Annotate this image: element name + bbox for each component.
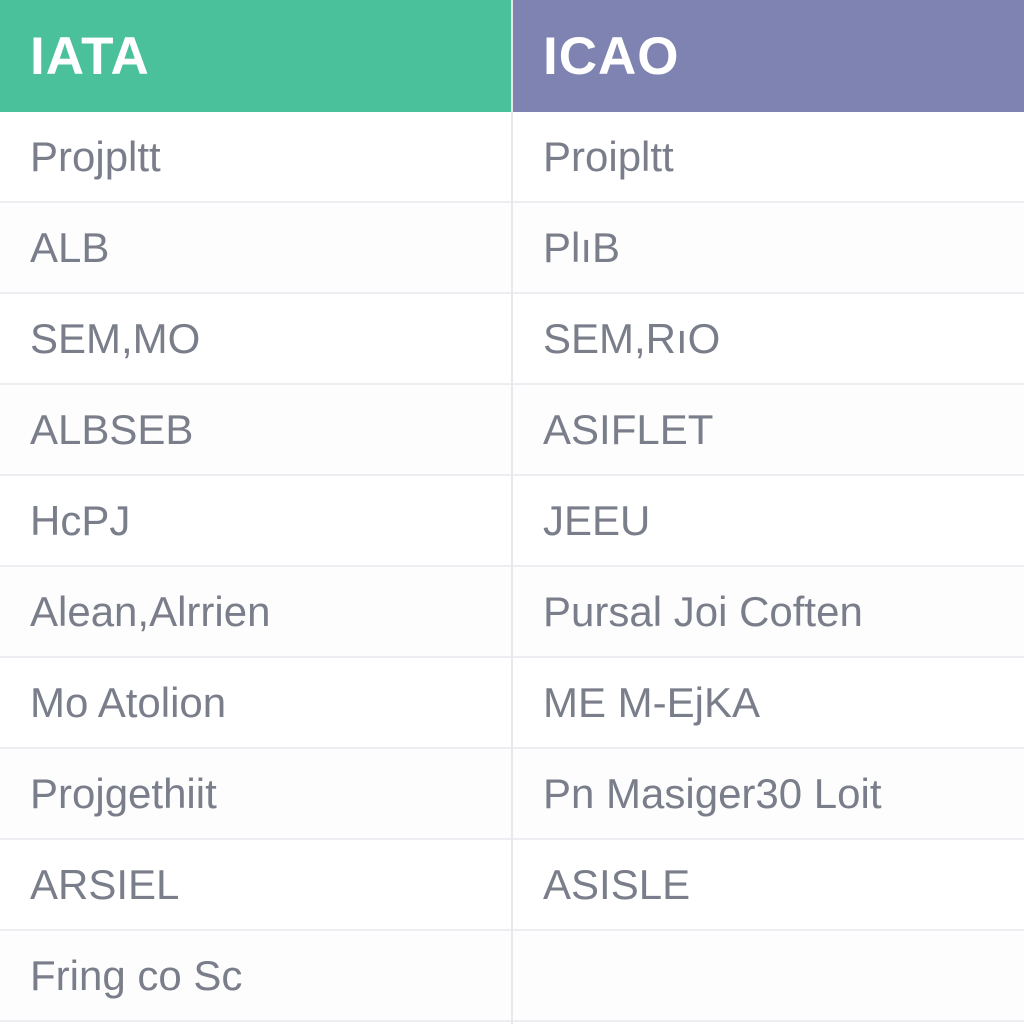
- table-cell: JEEU: [513, 476, 1024, 567]
- table-cell: PlıB: [513, 203, 1024, 294]
- table-cell: Fring co Sc: [0, 931, 511, 1022]
- table-cell: ARSIEL: [0, 840, 511, 931]
- icao-header: ICAO: [513, 0, 1024, 112]
- iata-column: IATA Projpltt ALB SEM,MO ALBSEB HcPJ Ale…: [0, 0, 513, 1024]
- table-cell: Pursal Joi Coften: [513, 567, 1024, 658]
- table-cell: Alean,Alrrien: [0, 567, 511, 658]
- table-cell: ASIFLET: [513, 385, 1024, 476]
- table-cell: ASISLE: [513, 840, 1024, 931]
- table-cell: SEM,MO: [0, 294, 511, 385]
- table-cell: Proipltt: [513, 112, 1024, 203]
- table-cell: ME M-EjKA: [513, 658, 1024, 749]
- table-cell: HcPJ: [0, 476, 511, 567]
- table-cell: ALBSEB: [0, 385, 511, 476]
- codes-table: IATA Projpltt ALB SEM,MO ALBSEB HcPJ Ale…: [0, 0, 1024, 1024]
- table-cell: Projgethiit: [0, 749, 511, 840]
- table-cell: Pn Masiger30 Loit: [513, 749, 1024, 840]
- table-cell: SEM,RıO: [513, 294, 1024, 385]
- table-cell: Projpltt: [0, 112, 511, 203]
- icao-column: ICAO Proipltt PlıB SEM,RıO ASIFLET JEEU …: [513, 0, 1024, 1024]
- iata-header: IATA: [0, 0, 511, 112]
- table-cell: [513, 931, 1024, 1022]
- table-cell: Mo Atolion: [0, 658, 511, 749]
- table-cell: ALB: [0, 203, 511, 294]
